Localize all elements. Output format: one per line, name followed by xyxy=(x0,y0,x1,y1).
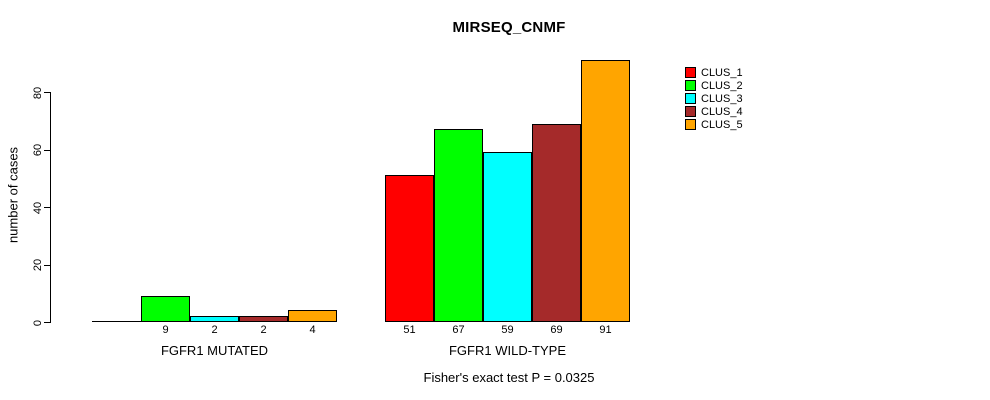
bar-clus_2 xyxy=(141,296,190,322)
legend-swatch-clus_2 xyxy=(685,80,696,91)
group-label-fgfr1-wild-type: FGFR1 WILD-TYPE xyxy=(448,343,566,358)
y-axis-tick xyxy=(44,207,50,208)
bar-value-label: 51 xyxy=(403,324,416,336)
bar-value-label: 69 xyxy=(550,324,563,336)
bar-value-label: 2 xyxy=(211,324,218,336)
group-label-fgfr1-mutated: FGFR1 MUTATED xyxy=(160,343,269,358)
legend-label-clus_1: CLUS_1 xyxy=(701,67,743,79)
y-axis-tick xyxy=(44,149,50,151)
y-axis-line xyxy=(50,92,51,323)
bar-value-label: 91 xyxy=(599,324,612,336)
legend-label-clus_2: CLUS_2 xyxy=(701,80,743,92)
bar-clus_3 xyxy=(483,152,532,322)
legend-swatch-clus_1 xyxy=(685,67,696,78)
y-axis-tick-label: 80 xyxy=(32,86,44,99)
bar-value-label: 4 xyxy=(309,324,316,336)
legend-swatch-clus_3 xyxy=(685,93,696,104)
footnote-pvalue: Fisher's exact test P = 0.0325 xyxy=(423,370,595,385)
y-axis-tick-label: 60 xyxy=(32,143,44,157)
y-axis-tick xyxy=(44,264,50,266)
y-axis-tick xyxy=(44,92,50,93)
legend-swatch-clus_4 xyxy=(685,106,696,117)
bar-clus_4 xyxy=(532,124,581,322)
legend-swatch-clus_5 xyxy=(685,119,696,130)
chart-title: MIRSEQ_CNMF xyxy=(452,19,566,36)
legend-label-clus_5: CLUS_5 xyxy=(701,119,743,131)
y-axis-label: number of cases xyxy=(5,146,21,244)
legend-label-clus_3: CLUS_3 xyxy=(701,93,743,105)
bar-clus_5 xyxy=(581,60,630,322)
y-axis-tick-label: 20 xyxy=(32,258,44,272)
y-axis-tick-label: 0 xyxy=(32,319,44,326)
bar-value-label: 9 xyxy=(162,324,169,336)
y-axis-tick-label: 40 xyxy=(32,201,44,214)
bar-clus_4 xyxy=(239,316,288,322)
y-axis-tick xyxy=(44,322,50,323)
bar-value-label: 2 xyxy=(260,324,267,336)
bar-value-label: 67 xyxy=(452,324,465,336)
legend-label-clus_4: CLUS_4 xyxy=(701,106,743,118)
bar-clus_5 xyxy=(288,310,337,322)
bar-clus_1-zero xyxy=(92,321,141,322)
bar-value-label: 59 xyxy=(501,324,514,336)
bar-clus_1 xyxy=(385,175,434,322)
bar-clus_2 xyxy=(434,129,483,322)
bar-clus_3 xyxy=(190,316,239,322)
